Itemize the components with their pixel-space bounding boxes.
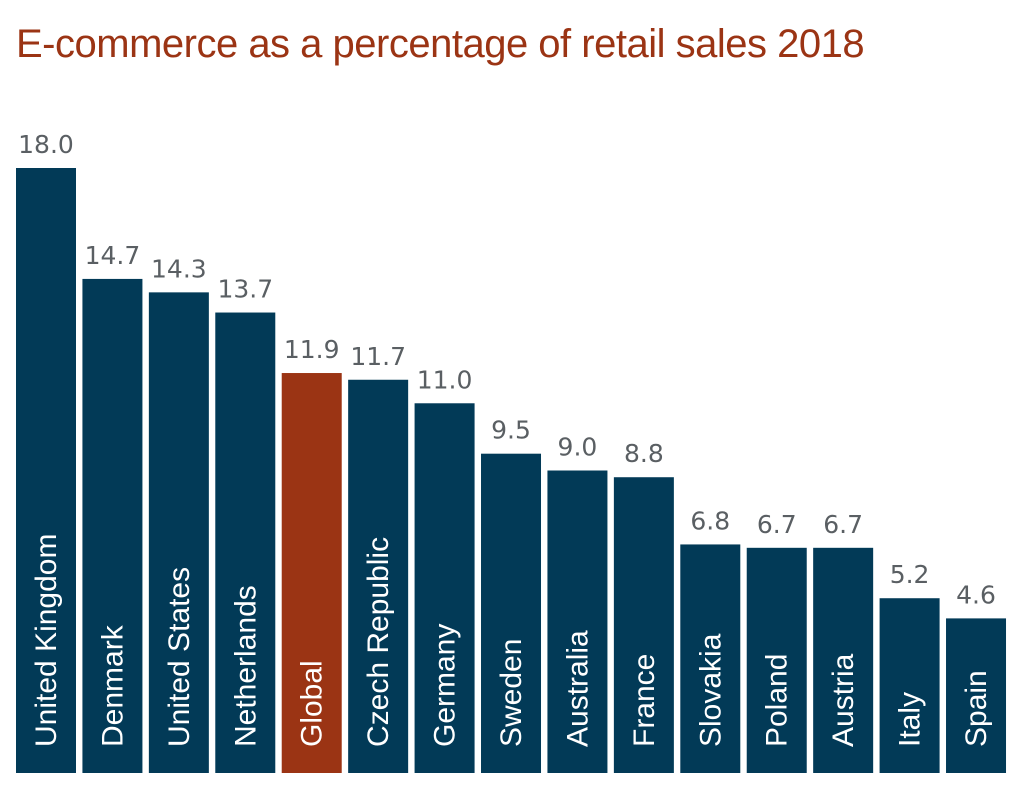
value-label-austria: 6.7 <box>823 510 863 539</box>
value-label-united-states: 14.3 <box>151 254 207 283</box>
bar-australia <box>547 470 608 773</box>
bar-denmark <box>82 278 143 773</box>
category-label-italy: Italy <box>894 692 927 747</box>
value-label-germany: 11.0 <box>417 365 473 394</box>
bar-sweden <box>481 453 542 773</box>
category-labels-group: United Kingdom Denmark United States Nether… <box>30 534 993 747</box>
value-label-denmark: 14.7 <box>85 241 141 270</box>
bar-united-states <box>148 292 209 773</box>
bar-czech-republic <box>348 379 409 773</box>
category-label-germany: Germany <box>429 624 462 747</box>
bar-netherlands <box>215 312 276 773</box>
bar-spain <box>946 618 1007 773</box>
bar-united-kingdom <box>16 168 76 773</box>
bar-global <box>281 373 342 773</box>
value-label-united-kingdom: 18.0 <box>18 130 74 159</box>
category-label-united-states: United States <box>163 567 196 747</box>
category-label-czech-republic: Czech Republic <box>362 537 395 747</box>
value-label-slovakia: 6.8 <box>690 506 730 535</box>
value-label-australia: 9.0 <box>558 433 598 462</box>
bar-france <box>613 477 674 773</box>
category-label-global: Global <box>296 660 329 747</box>
value-label-spain: 4.6 <box>956 580 996 609</box>
category-label-slovakia: Slovakia <box>694 633 727 747</box>
bar-italy <box>879 598 940 773</box>
value-label-sweden: 9.5 <box>491 416 531 445</box>
category-label-spain: Spain <box>960 670 993 747</box>
category-label-austria: Austria <box>827 653 860 747</box>
bars-group <box>16 168 1007 773</box>
bar-austria <box>813 547 874 773</box>
chart-title: E-commerce as a percentage of retail sal… <box>16 22 865 66</box>
category-label-australia: Australia <box>561 630 594 747</box>
value-label-poland: 6.7 <box>757 510 797 539</box>
category-label-united-kingdom: United Kingdom <box>30 534 63 747</box>
bar-poland <box>746 547 807 773</box>
value-label-netherlands: 13.7 <box>217 275 273 304</box>
category-label-netherlands: Netherlands <box>229 585 262 747</box>
category-label-france: France <box>628 654 661 747</box>
bar-germany <box>414 403 475 773</box>
category-label-poland: Poland <box>761 654 794 747</box>
value-label-global: 11.9 <box>284 335 340 364</box>
value-label-italy: 5.2 <box>890 560 930 589</box>
value-label-czech-republic: 11.7 <box>350 342 406 371</box>
bar-slovakia <box>680 544 741 773</box>
value-labels-group: 18.0 14.7 14.3 13.7 11.9 11.7 11.0 9.5 9.0 8.8 6.8… <box>18 130 996 609</box>
category-label-denmark: Denmark <box>96 624 129 747</box>
category-label-sweden: Sweden <box>495 639 528 747</box>
value-label-france: 8.8 <box>624 439 664 468</box>
